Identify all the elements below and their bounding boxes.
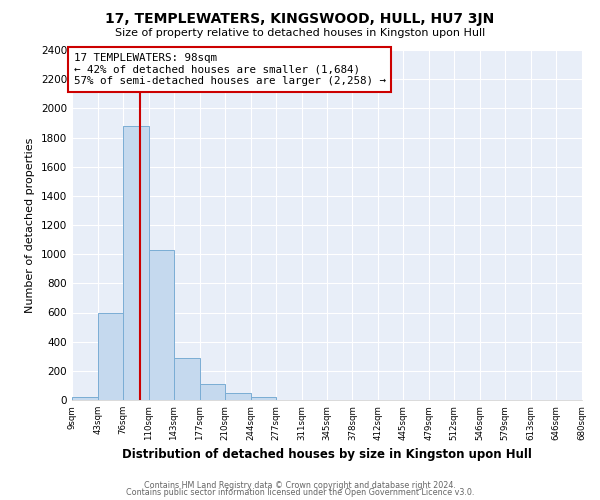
Text: Size of property relative to detached houses in Kingston upon Hull: Size of property relative to detached ho… bbox=[115, 28, 485, 38]
Bar bbox=[149, 250, 174, 400]
Bar bbox=[123, 126, 149, 400]
Text: 17 TEMPLEWATERS: 98sqm
← 42% of detached houses are smaller (1,684)
57% of semi-: 17 TEMPLEWATERS: 98sqm ← 42% of detached… bbox=[74, 53, 386, 86]
Bar bbox=[72, 397, 98, 400]
Bar bbox=[251, 397, 275, 400]
Text: 17, TEMPLEWATERS, KINGSWOOD, HULL, HU7 3JN: 17, TEMPLEWATERS, KINGSWOOD, HULL, HU7 3… bbox=[106, 12, 494, 26]
Bar bbox=[98, 312, 123, 400]
Y-axis label: Number of detached properties: Number of detached properties bbox=[25, 138, 35, 312]
X-axis label: Distribution of detached houses by size in Kingston upon Hull: Distribution of detached houses by size … bbox=[122, 448, 532, 461]
Bar bbox=[200, 384, 225, 400]
Text: Contains public sector information licensed under the Open Government Licence v3: Contains public sector information licen… bbox=[126, 488, 474, 497]
Bar bbox=[174, 358, 200, 400]
Bar bbox=[225, 393, 251, 400]
Text: Contains HM Land Registry data © Crown copyright and database right 2024.: Contains HM Land Registry data © Crown c… bbox=[144, 480, 456, 490]
